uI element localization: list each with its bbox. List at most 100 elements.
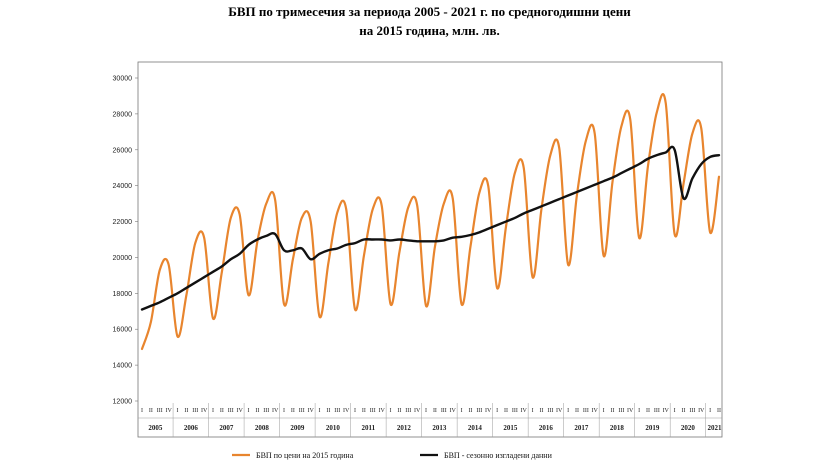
year-tick-label: 2016 xyxy=(539,424,554,432)
quarter-tick-label: III xyxy=(157,408,163,414)
quarter-tick-label: I xyxy=(248,408,250,414)
quarter-tick-label: II xyxy=(220,408,224,414)
quarter-tick-label: II xyxy=(291,408,295,414)
quarter-tick-label: III xyxy=(405,408,411,414)
year-tick-label: 2012 xyxy=(397,424,412,432)
y-tick-label: 16000 xyxy=(113,327,133,334)
legend: БВП по цени на 2015 година БВП - сезонно … xyxy=(232,451,553,460)
quarter-tick-label: III xyxy=(370,408,376,414)
legend-label-constant-prices: БВП по цени на 2015 година xyxy=(256,451,354,460)
quarter-tick-label: III xyxy=(263,408,269,414)
year-tick-label: 2013 xyxy=(432,424,447,432)
quarter-tick-label: IV xyxy=(592,408,599,414)
quarter-tick-label: IV xyxy=(627,408,634,414)
quarter-tick-label: II xyxy=(681,408,685,414)
quarter-tick-label: IV xyxy=(663,408,670,414)
quarter-tick-label: I xyxy=(709,408,711,414)
year-tick-label: 2007 xyxy=(219,424,234,432)
quarter-tick-label: IV xyxy=(343,408,350,414)
quarter-tick-label: II xyxy=(362,408,366,414)
y-tick-label: 18000 xyxy=(113,291,133,298)
quarter-tick-label: I xyxy=(390,408,392,414)
year-tick-label: 2011 xyxy=(362,424,376,432)
y-tick-label: 22000 xyxy=(113,219,133,226)
y-tick-label: 28000 xyxy=(113,111,133,118)
quarter-tick-label: I xyxy=(212,408,214,414)
quarter-tick-label: III xyxy=(228,408,234,414)
quarter-tick-label: IV xyxy=(698,408,705,414)
year-tick-label: 2015 xyxy=(503,424,518,432)
quarter-tick-label: I xyxy=(319,408,321,414)
quarter-tick-label: II xyxy=(433,408,437,414)
quarter-tick-label: III xyxy=(476,408,482,414)
y-tick-label: 26000 xyxy=(113,147,133,154)
y-axis: 12000 14000 16000 18000 20000 22000 24000 26000… xyxy=(113,76,138,406)
quarter-tick-label: I xyxy=(674,408,676,414)
y-tick-label: 20000 xyxy=(113,255,133,262)
quarter-tick-label: III xyxy=(299,408,305,414)
year-tick-label: 2010 xyxy=(326,424,341,432)
chart-title: БВП по тримесечия за периода 2005 - 2021… xyxy=(228,4,631,19)
year-tick-label: 2019 xyxy=(645,424,660,432)
quarter-tick-label: I xyxy=(567,408,569,414)
quarter-tick-label: II xyxy=(610,408,614,414)
series-lines xyxy=(140,93,721,351)
quarter-tick-label: IV xyxy=(414,408,421,414)
quarter-tick-label: I xyxy=(354,408,356,414)
quarter-tick-label: IV xyxy=(272,408,279,414)
quarter-tick-label: II xyxy=(255,408,259,414)
quarter-tick-label: IV xyxy=(485,408,492,414)
quarter-tick-label: II xyxy=(397,408,401,414)
chart-subtitle: на 2015 година, млн. лв. xyxy=(359,23,500,38)
quarter-tick-label: I xyxy=(603,408,605,414)
quarter-tick-label: III xyxy=(618,408,624,414)
quarter-tick-label: II xyxy=(717,408,721,414)
quarter-tick-label: III xyxy=(512,408,518,414)
x-axis: I II III IV I II III IV I II III IV I II III IV I II III IV… xyxy=(138,403,722,437)
quarter-tick-label: I xyxy=(141,408,143,414)
quarter-tick-label: I xyxy=(532,408,534,414)
quarter-tick-label: II xyxy=(575,408,579,414)
series-line-seasonally-adjusted xyxy=(140,145,721,311)
quarter-tick-label: I xyxy=(461,408,463,414)
quarter-tick-label: IV xyxy=(201,408,208,414)
quarter-tick-label: I xyxy=(177,408,179,414)
year-tick-label: 2017 xyxy=(574,424,589,432)
series-line-constant-prices xyxy=(140,93,721,351)
y-tick-label: 12000 xyxy=(113,399,133,406)
y-tick-label: 30000 xyxy=(113,76,133,83)
quarter-tick-label: II xyxy=(468,408,472,414)
quarter-tick-label: III xyxy=(547,408,553,414)
quarter-tick-label: II xyxy=(149,408,153,414)
year-tick-label: 2005 xyxy=(148,424,163,432)
year-tick-label: 2018 xyxy=(610,424,625,432)
quarter-tick-label: III xyxy=(583,408,589,414)
quarter-tick-label: II xyxy=(646,408,650,414)
quarter-tick-label: IV xyxy=(521,408,528,414)
quarter-tick-label: II xyxy=(539,408,543,414)
quarter-tick-label: I xyxy=(425,408,427,414)
plot-frame xyxy=(137,61,723,438)
quarter-tick-label: IV xyxy=(379,408,386,414)
year-tick-label: 2021 xyxy=(708,424,723,432)
quarter-tick-label: I xyxy=(638,408,640,414)
quarter-tick-label: I xyxy=(496,408,498,414)
quarter-tick-label: IV xyxy=(556,408,563,414)
y-tick-label: 14000 xyxy=(113,363,133,370)
y-tick-label: 24000 xyxy=(113,183,133,190)
quarter-tick-label: II xyxy=(504,408,508,414)
quarter-tick-label: IV xyxy=(307,408,314,414)
quarter-tick-label: II xyxy=(184,408,188,414)
quarter-tick-label: III xyxy=(689,408,695,414)
legend-label-seasonally-adjusted: БВП - сезонно изгладени данни xyxy=(444,451,553,460)
quarter-tick-label: IV xyxy=(165,408,172,414)
quarter-tick-label: III xyxy=(654,408,660,414)
quarter-tick-label: IV xyxy=(236,408,243,414)
quarter-tick-label: II xyxy=(326,408,330,414)
year-tick-label: 2020 xyxy=(681,424,696,432)
year-tick-label: 2008 xyxy=(255,424,270,432)
year-tick-label: 2006 xyxy=(184,424,199,432)
quarter-tick-label: III xyxy=(192,408,198,414)
quarter-tick-label: III xyxy=(441,408,447,414)
